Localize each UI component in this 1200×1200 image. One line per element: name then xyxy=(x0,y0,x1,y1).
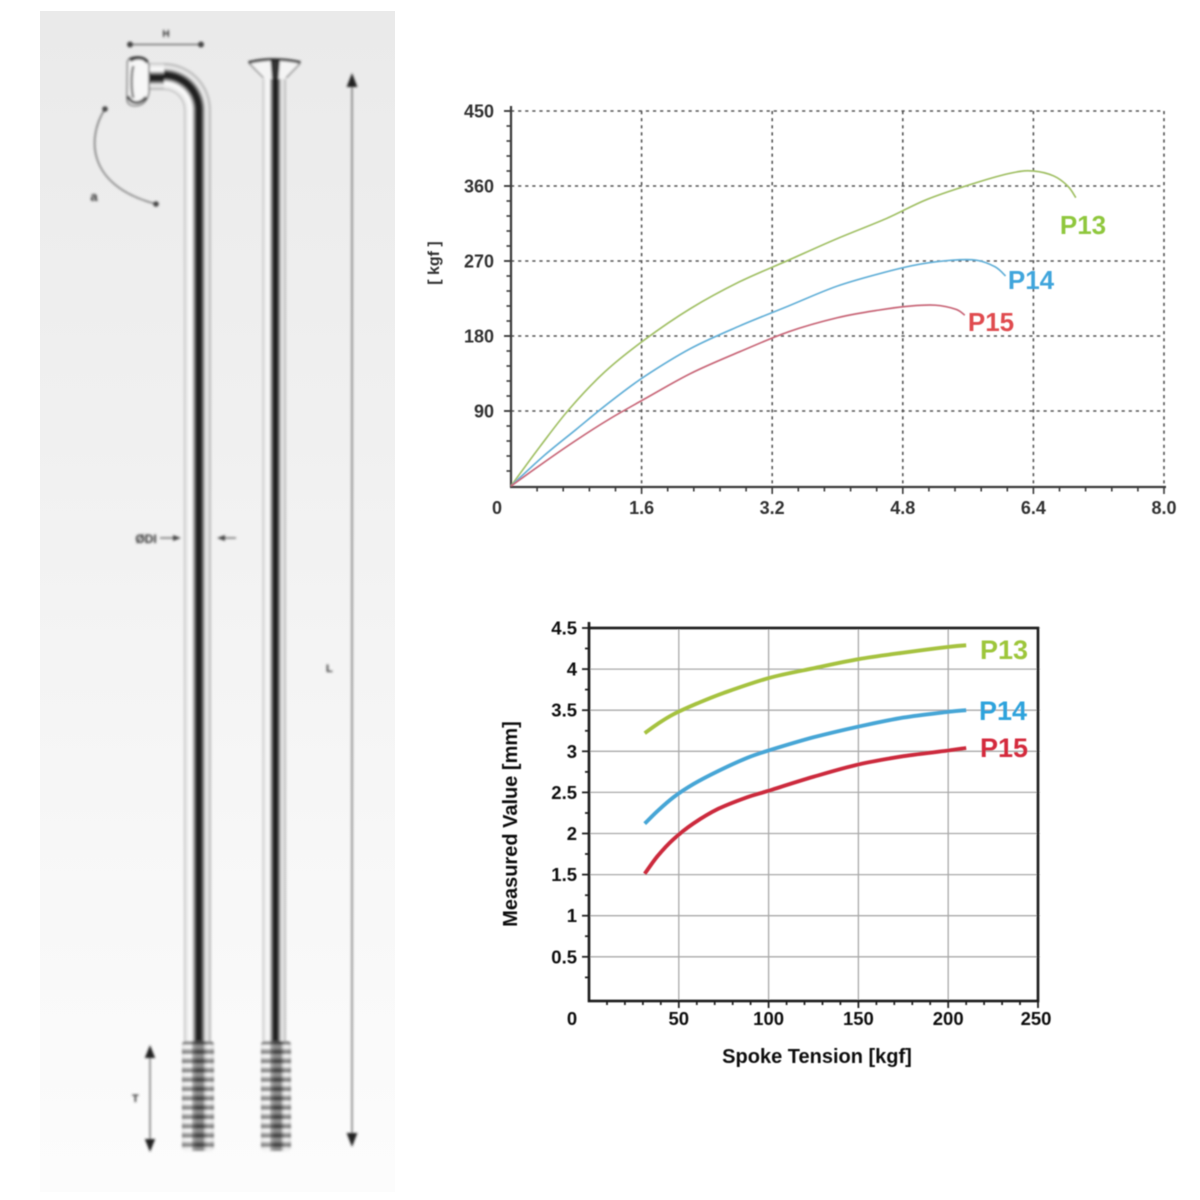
svg-text:360: 360 xyxy=(464,177,494,197)
svg-text:50: 50 xyxy=(669,1008,690,1029)
svg-text:1.5: 1.5 xyxy=(551,864,577,885)
svg-text:P14: P14 xyxy=(979,696,1027,726)
svg-text:200: 200 xyxy=(933,1008,964,1029)
svg-text:L: L xyxy=(326,663,333,675)
svg-text:ØDI: ØDI xyxy=(135,532,156,546)
svg-text:2.5: 2.5 xyxy=(551,782,577,803)
svg-text:4.8: 4.8 xyxy=(890,498,915,518)
svg-text:Spoke Tension [kgf]: Spoke Tension [kgf] xyxy=(722,1046,912,1068)
svg-text:450: 450 xyxy=(464,102,494,122)
svg-text:8.0: 8.0 xyxy=(1151,498,1176,518)
svg-text:T: T xyxy=(132,1093,139,1105)
svg-text:0.5: 0.5 xyxy=(551,946,577,967)
svg-text:250: 250 xyxy=(1021,1008,1052,1029)
svg-text:Measured Value [mm]: Measured Value [mm] xyxy=(500,721,522,927)
svg-text:[ kgf ]: [ kgf ] xyxy=(426,241,443,285)
svg-text:270: 270 xyxy=(464,252,494,272)
svg-text:0: 0 xyxy=(492,498,502,518)
svg-text:0: 0 xyxy=(567,1008,577,1029)
svg-text:P15: P15 xyxy=(980,733,1028,763)
svg-text:4: 4 xyxy=(567,659,578,680)
svg-text:a: a xyxy=(90,189,98,204)
svg-text:P13: P13 xyxy=(1060,210,1106,240)
svg-text:90: 90 xyxy=(474,402,494,422)
svg-text:150: 150 xyxy=(843,1008,874,1029)
svg-text:6.4: 6.4 xyxy=(1021,498,1046,518)
svg-text:1.6: 1.6 xyxy=(629,498,654,518)
svg-text:3: 3 xyxy=(567,741,577,762)
svg-text:180: 180 xyxy=(464,327,494,347)
svg-text:2: 2 xyxy=(567,823,577,844)
svg-text:100: 100 xyxy=(753,1008,784,1029)
svg-text:4.5: 4.5 xyxy=(551,618,577,639)
svg-text:3.5: 3.5 xyxy=(551,700,577,721)
svg-text:3.2: 3.2 xyxy=(760,498,785,518)
svg-text:P14: P14 xyxy=(1008,265,1055,295)
svg-text:1: 1 xyxy=(567,905,577,926)
svg-text:P15: P15 xyxy=(968,307,1014,337)
svg-text:P13: P13 xyxy=(980,635,1028,665)
svg-text:H: H xyxy=(162,29,169,40)
